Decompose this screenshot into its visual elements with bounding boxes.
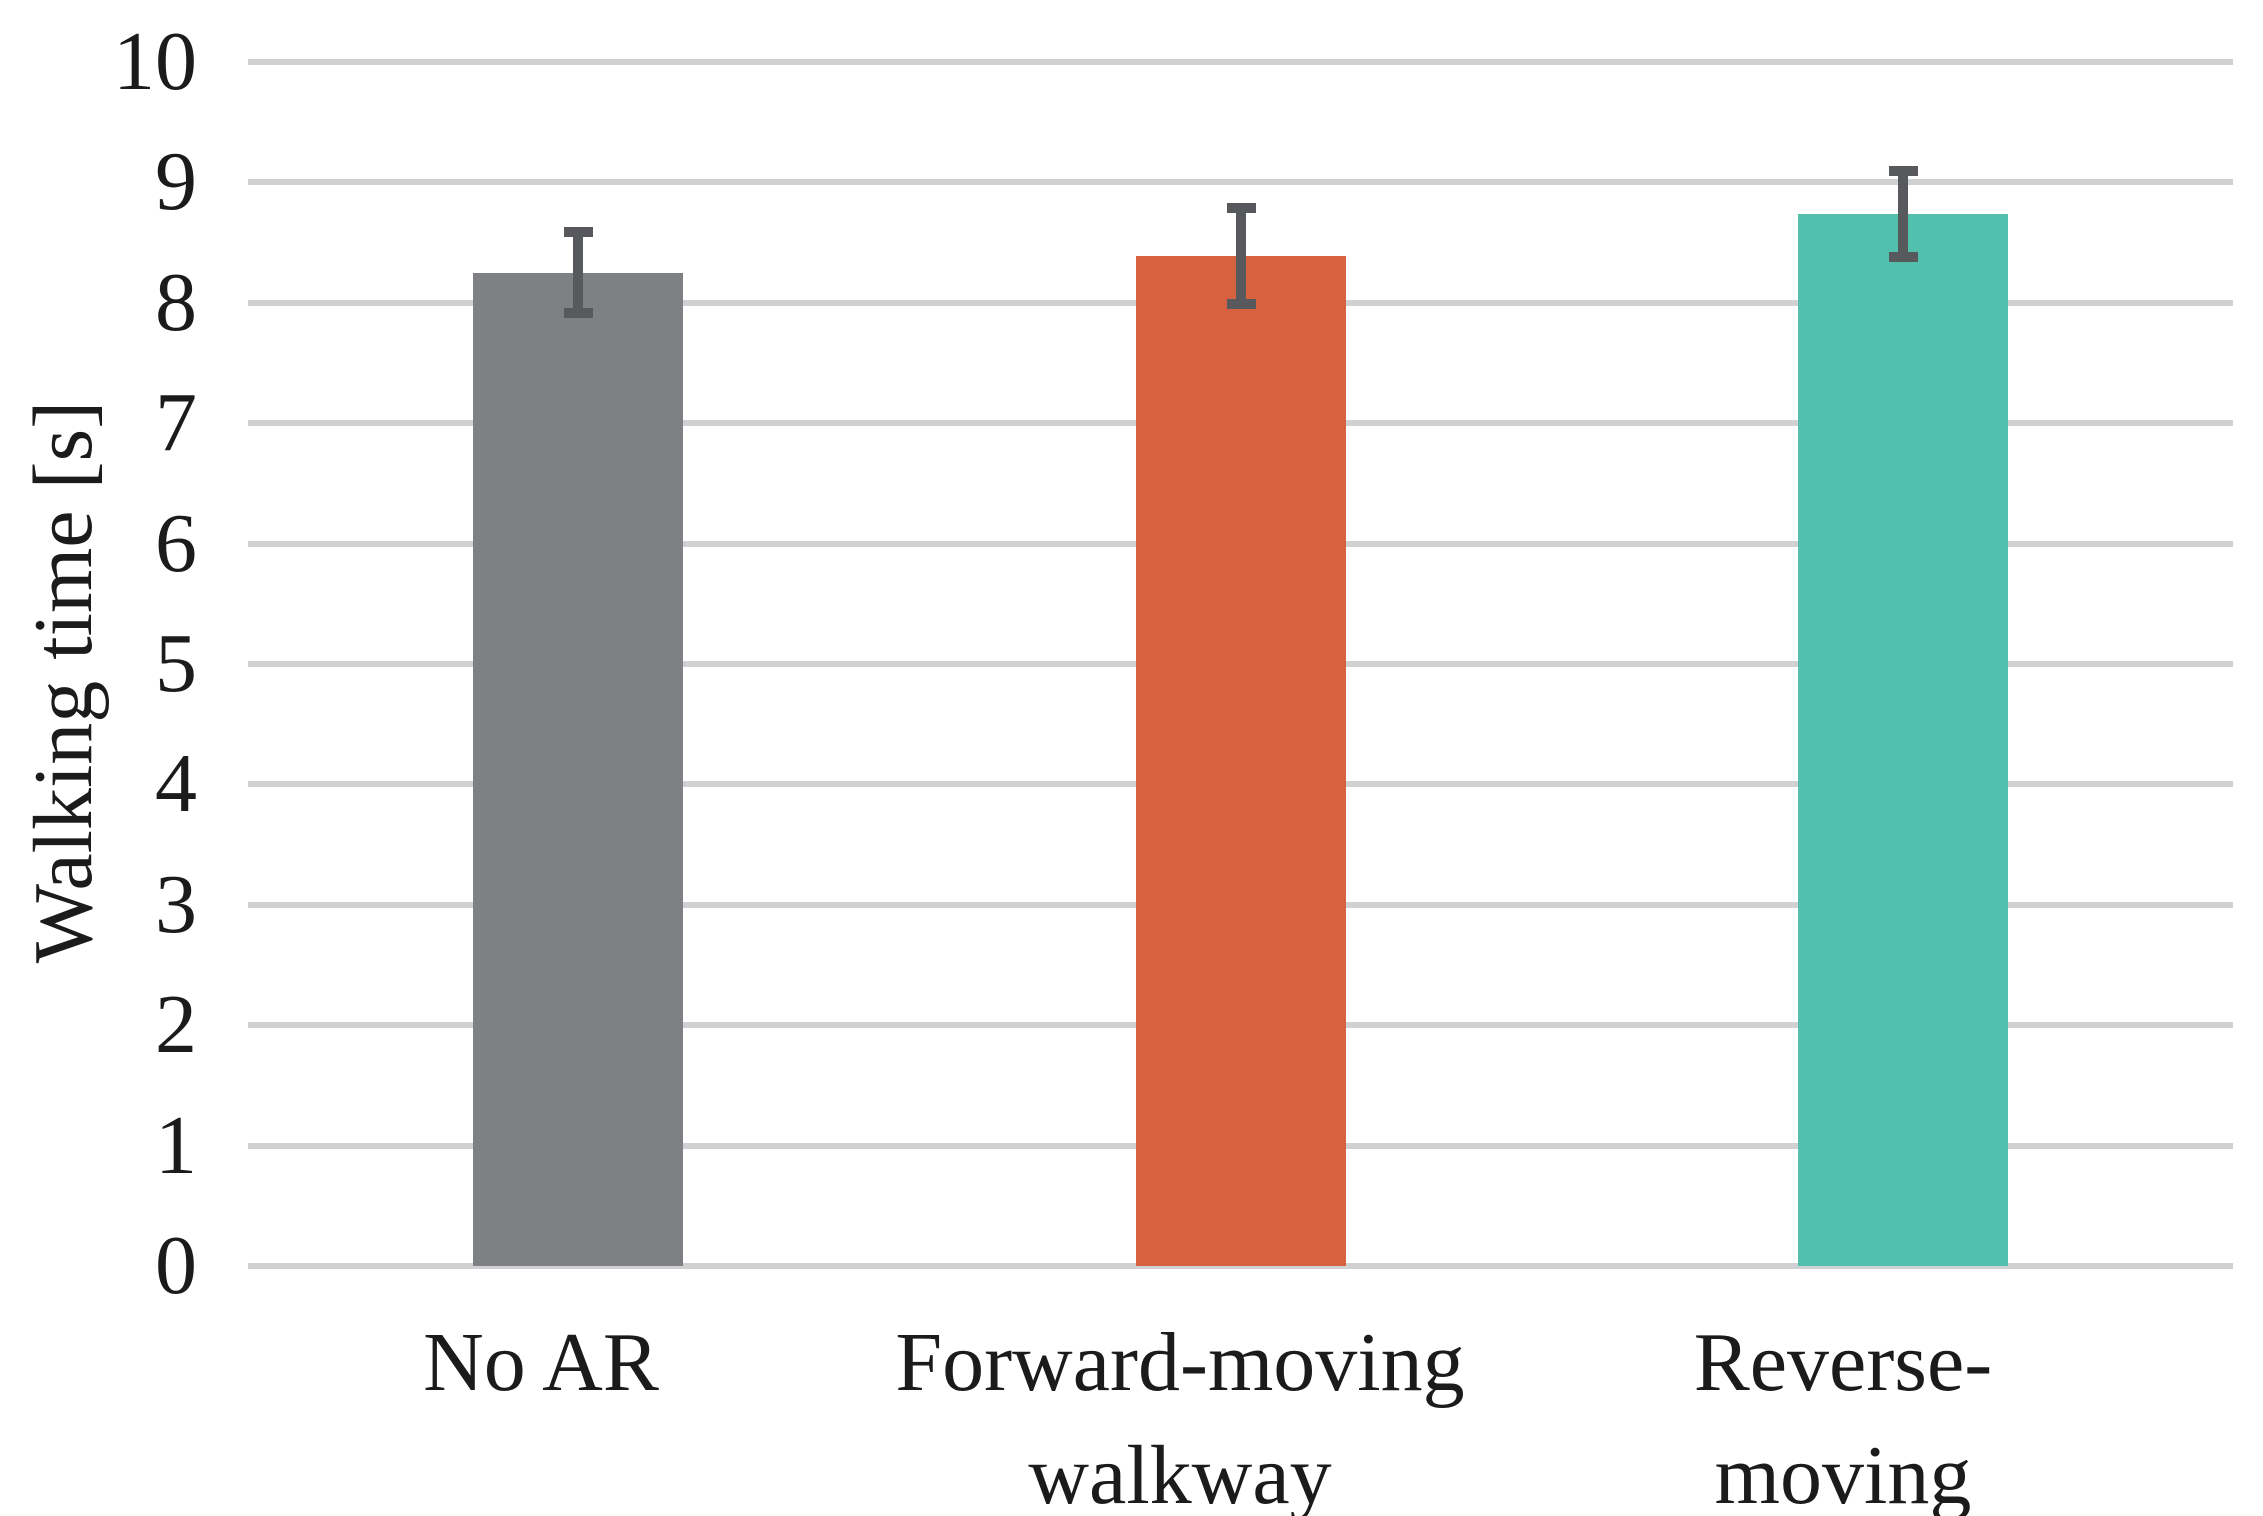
error-bar-cap-top (1888, 165, 1918, 176)
error-bar-cap-top (1226, 202, 1256, 213)
gridline-y-0 (248, 1263, 2233, 1269)
y-tick-label-8: 8 (155, 255, 197, 349)
error-bar-cap-bottom (1888, 251, 1918, 262)
x-category-label-1: No AR (423, 1316, 659, 1409)
y-tick-label-9: 9 (155, 135, 197, 229)
error-bar-line (1236, 202, 1246, 309)
bar-forward-moving (1136, 255, 1346, 1266)
x-category-label-3: Reverse-moving walkway (1693, 1316, 1993, 1516)
y-tick-label-3: 3 (155, 857, 197, 951)
error-bar-cap-top (563, 226, 593, 237)
y-tick-label-7: 7 (155, 376, 197, 470)
error-bar-cap-bottom (563, 308, 593, 319)
bar-reverse-moving (1798, 213, 2008, 1266)
error-bar-line (1898, 165, 1908, 262)
error-bar-cap-bottom (1226, 298, 1256, 309)
y-tick-label-6: 6 (155, 496, 197, 590)
y-tick-label-1: 1 (155, 1098, 197, 1192)
y-tick-label-2: 2 (155, 978, 197, 1072)
gridline-y-10 (248, 59, 2233, 65)
bar-no-ar (473, 272, 683, 1266)
plot-area (248, 59, 2233, 1269)
y-tick-label-10: 10 (113, 15, 197, 108)
y-tick-label-4: 4 (155, 737, 197, 831)
x-category-label-2: Forward-moving walkway (895, 1316, 1465, 1516)
y-tick-label-0: 0 (155, 1219, 197, 1312)
y-tick-label-5: 5 (155, 617, 197, 710)
gridline-y-9 (248, 179, 2233, 186)
error-bar-line (573, 226, 583, 319)
